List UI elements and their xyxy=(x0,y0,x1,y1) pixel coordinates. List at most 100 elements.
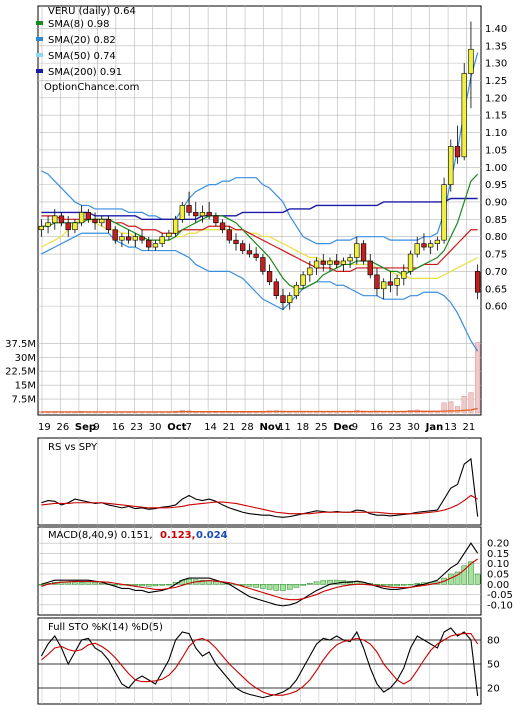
panel-tick-label: -0.05 xyxy=(487,590,513,601)
legend-swatch-sma50 xyxy=(36,53,43,57)
macd-histogram-bar xyxy=(320,580,327,585)
panel-series-macd-0 xyxy=(41,542,479,607)
candle-up xyxy=(347,257,353,262)
panel-series-sto-1 xyxy=(41,633,479,696)
legend-swatch-sma200 xyxy=(36,69,43,73)
candle-up xyxy=(166,232,172,237)
candle-up xyxy=(300,274,306,286)
price-tick-label: 1.10 xyxy=(485,128,507,139)
macd-title-group: MACD(8,40,9) 0.151, 0.123, 0.024 xyxy=(48,530,228,541)
macd-histogram-bar xyxy=(253,584,259,588)
panel-tick-label: 0.20 xyxy=(487,539,509,550)
macd-histogram-bar xyxy=(474,573,481,585)
bollinger-upper-line xyxy=(41,52,479,245)
macd-histogram-bar xyxy=(280,584,286,591)
candle-down xyxy=(387,281,394,286)
x-tick-label: 11 xyxy=(278,422,291,433)
candle-up xyxy=(179,205,185,220)
candle-up xyxy=(434,239,441,244)
macd-histogram-bar xyxy=(85,581,92,585)
candle-down xyxy=(360,243,367,262)
volume-tick-label: 22.5M xyxy=(5,367,36,378)
candle-up xyxy=(159,236,165,244)
x-tick-label: Jan xyxy=(425,422,444,433)
candle-down xyxy=(112,229,118,241)
macd-histogram-bar xyxy=(468,561,474,585)
candle-down xyxy=(260,257,266,272)
candle-down xyxy=(105,219,112,231)
candle-up xyxy=(441,184,447,241)
candle-down xyxy=(280,295,286,303)
candle-up xyxy=(38,225,45,231)
macd-histogram-bar xyxy=(401,584,407,586)
candle-down xyxy=(85,212,91,220)
legend-sma20: SMA(20) 0.82 xyxy=(48,35,116,46)
candle-up xyxy=(152,243,159,248)
macd-histogram-bar xyxy=(407,584,414,586)
price-tick-label: 1.30 xyxy=(485,59,507,70)
panel-tick-label: 20 xyxy=(487,684,500,695)
candle-down xyxy=(320,260,326,265)
candlesticks xyxy=(38,21,481,310)
price-tick-label: 0.60 xyxy=(485,302,507,313)
candle-down xyxy=(474,271,481,293)
x-tick-label: 19 xyxy=(38,422,51,433)
panel-tick-label: 0.00 xyxy=(487,580,509,591)
macd-histogram-bar xyxy=(414,583,421,585)
price-tick-label: 0.95 xyxy=(485,180,507,191)
x-tick-label: 16 xyxy=(370,422,383,433)
legend-title: VERU (daily) 0.64 xyxy=(48,6,136,17)
macd-hist-value: 0.024 xyxy=(196,530,228,541)
candle-down xyxy=(253,253,259,258)
candle-up xyxy=(327,260,333,265)
candle-down xyxy=(367,260,373,276)
candle-up xyxy=(354,243,360,258)
panel-tick-label: 80 xyxy=(487,636,500,647)
macd-histogram-bar xyxy=(186,578,192,585)
price-tick-label: 1.15 xyxy=(485,111,507,122)
x-tick-label: 18 xyxy=(296,422,309,433)
price-panel-frame xyxy=(37,5,482,416)
x-tick-label: Dec xyxy=(333,422,354,433)
price-tick-label: 1.05 xyxy=(485,145,507,156)
macd-histogram-bar xyxy=(98,583,105,585)
price-tick-label: 0.85 xyxy=(485,215,507,226)
macd-histogram-bar xyxy=(159,584,165,586)
macd-histogram-bar xyxy=(38,584,45,586)
candle-down xyxy=(139,236,145,241)
panel-tick-label: 0.10 xyxy=(487,559,509,570)
volume-bar xyxy=(448,401,454,414)
price-tick-label: 0.80 xyxy=(485,232,507,243)
macd-histogram-bar xyxy=(139,584,145,587)
x-tick-label: 23 xyxy=(389,422,402,433)
macd-histogram-bar xyxy=(132,584,139,586)
candle-down xyxy=(58,215,65,224)
macd-histogram-bar xyxy=(239,584,246,586)
x-tick-label: 30 xyxy=(407,422,420,433)
price-tick-label: 1.25 xyxy=(485,76,507,87)
price-tick-label: 1.40 xyxy=(485,24,507,35)
macd-histogram-bar xyxy=(266,584,273,590)
candle-down xyxy=(213,215,219,224)
candle-down xyxy=(334,260,340,265)
candle-up xyxy=(52,215,58,224)
volume-bar xyxy=(441,402,447,414)
candle-up xyxy=(414,243,420,255)
macd-histogram-bar xyxy=(333,579,340,585)
price-tick-label: 0.90 xyxy=(485,197,507,208)
candle-up xyxy=(132,236,138,241)
macd-histogram-bar xyxy=(145,584,152,587)
macd-histogram-bar xyxy=(293,584,300,588)
macd-title: MACD(8,40,9) 0.151, xyxy=(48,530,153,541)
candle-up xyxy=(381,281,387,290)
panel-tick-label: 50 xyxy=(487,660,500,671)
macd-histogram-bar xyxy=(112,584,118,586)
macd-histogram-bar xyxy=(454,571,461,585)
volume-ma-line xyxy=(41,407,478,413)
candle-up xyxy=(428,243,434,248)
macd-histogram-bar xyxy=(72,582,78,585)
macd-histogram-bar xyxy=(286,584,293,590)
candle-down xyxy=(219,222,226,231)
macd-histogram-bar xyxy=(65,581,72,585)
